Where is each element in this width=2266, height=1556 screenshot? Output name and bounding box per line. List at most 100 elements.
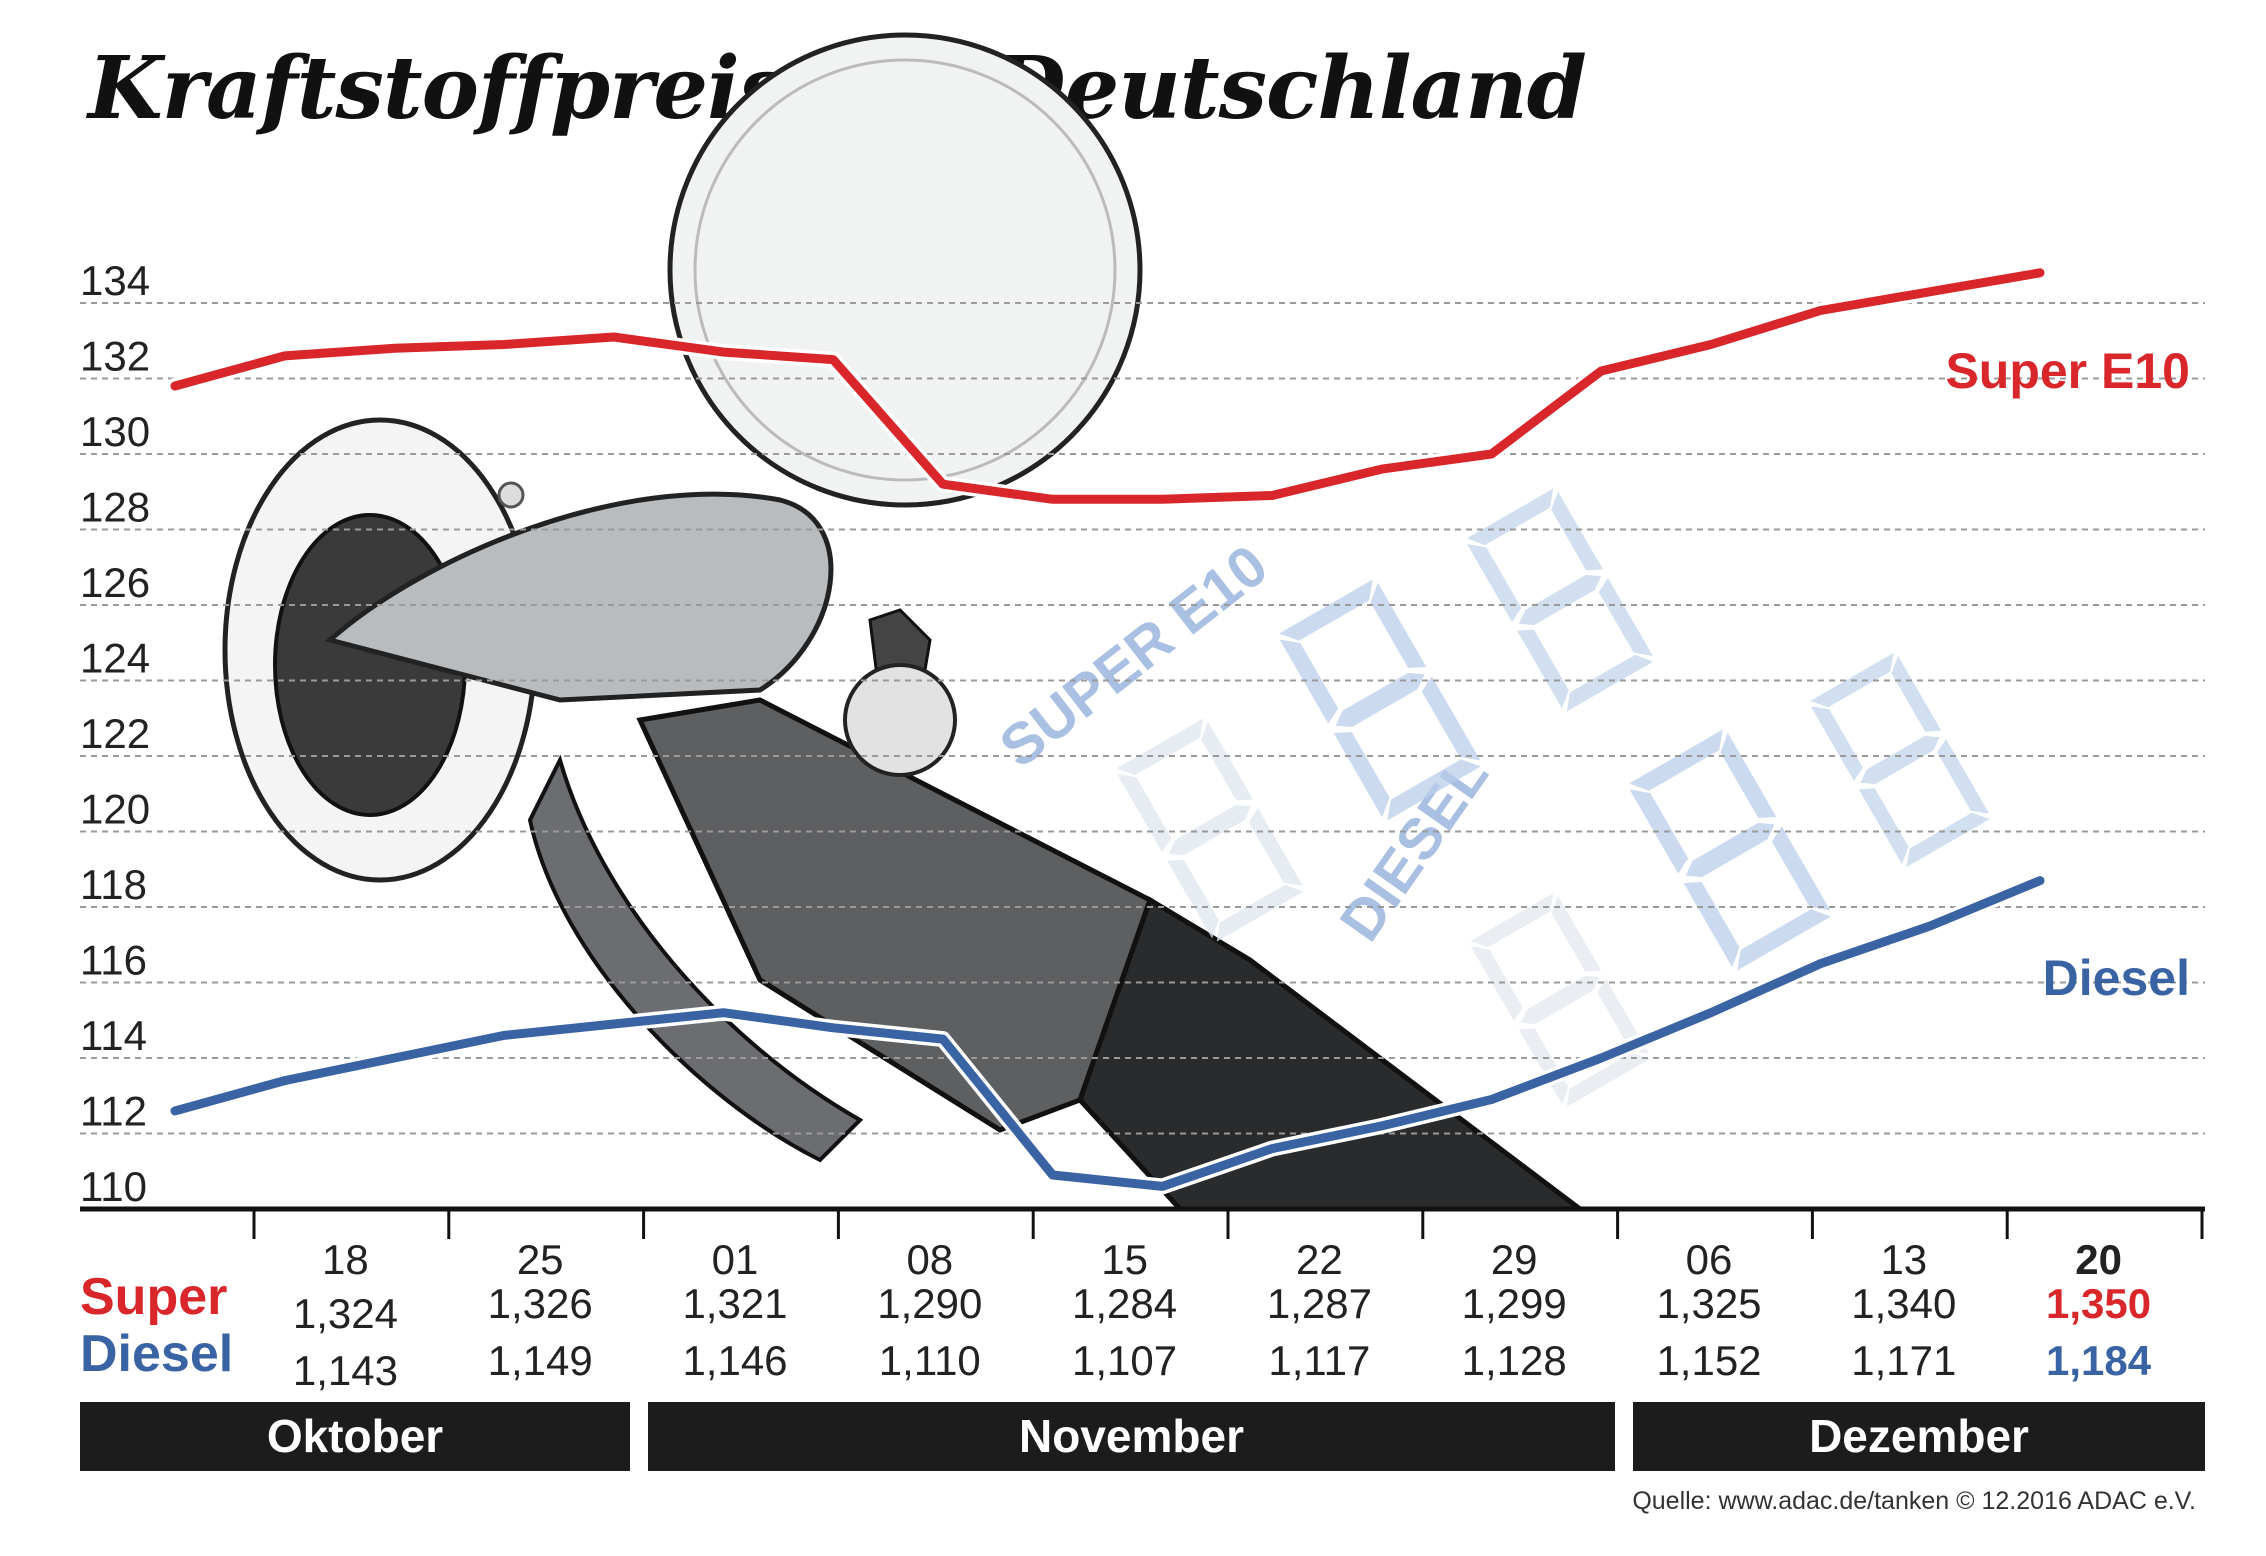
segment	[1279, 639, 1339, 724]
diesel-price: 1,117	[1268, 1337, 1370, 1384]
y-tick-label: 126	[80, 559, 150, 606]
pump-label-super: SUPER E10	[988, 533, 1280, 781]
y-tick-label: 118	[80, 861, 147, 908]
week-label: 18	[322, 1236, 369, 1283]
week-label: 08	[906, 1236, 953, 1283]
y-tick-label: 120	[80, 786, 150, 833]
y-tick-label: 134	[80, 257, 150, 304]
y-tick-label: 122	[80, 710, 150, 757]
super-price: 1,340	[1851, 1280, 1956, 1327]
y-tick-label: 112	[80, 1088, 147, 1135]
row-label-diesel: Diesel	[80, 1325, 233, 1383]
y-tick-label: 124	[80, 635, 150, 682]
x-axis: 18 25 01 08 15 22 29 06 13 20	[80, 1206, 2205, 1283]
super-price: 1,299	[1462, 1280, 1567, 1327]
segment	[1167, 859, 1219, 939]
nozzle-trigger	[527, 754, 864, 1163]
segment	[1116, 718, 1204, 776]
segment	[1421, 676, 1481, 761]
super-price: 1,350	[2046, 1280, 2151, 1327]
month-bar	[648, 1402, 1615, 1471]
week-label: 29	[1491, 1236, 1538, 1283]
segment	[1335, 672, 1425, 728]
month-label: Dezember	[1809, 1410, 2029, 1462]
y-axis-ticks: 110 112 114 116 118 120 122 124 126 128 130 132 134	[80, 257, 150, 1210]
diesel-price: 1,128	[1462, 1337, 1567, 1384]
segment	[1387, 759, 1481, 821]
segment	[1891, 655, 1942, 732]
cap-seat	[843, 663, 957, 777]
fuel-nozzle-illustration: SUPER E10 DIESEL	[222, 32, 1990, 1212]
segment	[1629, 789, 1689, 874]
super-e10-series-label: Super E10	[1945, 343, 2190, 399]
nozzle-hose	[1077, 896, 1588, 1212]
segment	[1466, 488, 1554, 546]
segment	[1333, 731, 1390, 818]
segment	[1683, 881, 1740, 968]
segment	[1858, 788, 1909, 865]
segment	[1737, 909, 1831, 971]
segment	[1906, 812, 1990, 868]
segment	[1566, 654, 1654, 712]
week-label: 15	[1101, 1236, 1148, 1283]
digit	[1810, 652, 1990, 868]
digit	[1466, 488, 1654, 712]
diesel-line	[170, 876, 2045, 1191]
diesel-price: 1,110	[879, 1337, 981, 1384]
month-bar	[80, 1402, 630, 1471]
segment	[1470, 946, 1523, 1022]
segment	[1551, 491, 1603, 571]
y-tick-label: 128	[80, 484, 150, 531]
month-label: Oktober	[267, 1410, 443, 1462]
super-price: 1,284	[1072, 1280, 1177, 1327]
segment	[1685, 822, 1775, 878]
segment	[1598, 578, 1653, 657]
digit	[1629, 729, 1831, 971]
super-price: 1,287	[1267, 1280, 1372, 1327]
fuel-cap-lid	[667, 32, 1143, 508]
week-label: 01	[712, 1236, 759, 1283]
y-tick-label: 130	[80, 408, 150, 455]
diesel-price: 1,184	[2046, 1337, 2152, 1384]
segment	[1168, 804, 1252, 856]
segment	[1860, 735, 1940, 785]
month-bars: Oktober November Dezember	[80, 1402, 2205, 1471]
segment	[1279, 579, 1373, 641]
door-hinge	[497, 481, 525, 509]
segment	[1566, 1052, 1650, 1108]
segment	[1518, 574, 1602, 626]
segment	[1937, 738, 1990, 814]
diesel-price: 1,149	[488, 1337, 593, 1384]
super-price: 1,326	[488, 1280, 593, 1327]
digit	[1279, 579, 1481, 821]
price-table: Super 1,324 1,326 1,321 1,290 1,284 1,287 1,299…	[80, 1268, 2152, 1394]
series-lines: Super E10 Diesel	[167, 264, 2190, 1195]
week-label: 25	[517, 1236, 564, 1283]
week-label: 20	[2075, 1236, 2122, 1283]
super-e10-line	[170, 268, 2045, 504]
source-note: Quelle: www.adac.de/tanken © 12.2016 ADA…	[1632, 1487, 2196, 1515]
segment	[1117, 773, 1172, 852]
segment	[1720, 732, 1777, 819]
diesel-price: 1,143	[293, 1347, 398, 1394]
segment	[1551, 895, 1602, 972]
super-price: 1,324	[293, 1290, 398, 1337]
diesel-price: 1,152	[1656, 1337, 1761, 1384]
week-label: 13	[1880, 1236, 1927, 1283]
segment	[1810, 652, 1894, 708]
digit	[1116, 718, 1304, 942]
segment	[1370, 582, 1427, 669]
y-tick-label: 114	[80, 1012, 147, 1059]
diesel-price: 1,146	[682, 1337, 787, 1384]
row-label-super: Super	[80, 1268, 227, 1326]
week-label: 06	[1686, 1236, 1733, 1283]
y-tick-label: 116	[80, 937, 147, 984]
segment	[1201, 721, 1253, 801]
grid-lines	[80, 302, 2205, 1135]
y-tick-label: 110	[80, 1163, 147, 1210]
segment	[1810, 706, 1863, 782]
segment	[1771, 826, 1831, 911]
nozzle-head	[324, 491, 834, 703]
